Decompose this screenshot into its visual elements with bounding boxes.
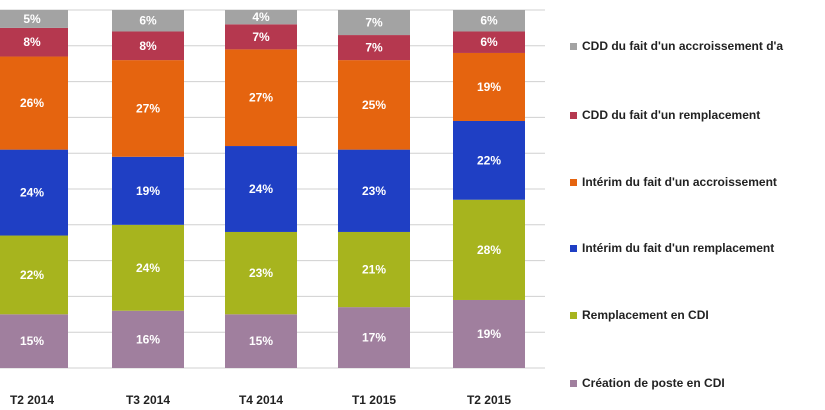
bar-segment (0, 10, 68, 28)
legend: CDD du fait d'un accroissement d'a CDD du… (570, 39, 783, 390)
bar-segment (225, 49, 297, 147)
data-label: 6% (480, 35, 498, 49)
data-label: 23% (249, 266, 273, 280)
data-label: 24% (20, 186, 44, 200)
x-tick-label: T3 2014 (126, 393, 170, 407)
data-label: 6% (480, 14, 498, 28)
bar-segment (225, 314, 297, 368)
bar-segment (453, 299, 525, 368)
legend-label: CDD du fait d'un accroissement d'a (582, 39, 783, 53)
data-label: 24% (249, 182, 273, 196)
bar-segment (453, 31, 525, 53)
data-label: 22% (477, 153, 501, 167)
bars (0, 10, 525, 368)
bar-segment (338, 149, 410, 232)
legend-swatch (570, 312, 577, 319)
data-label: 15% (20, 334, 44, 348)
x-axis-tick-labels: T2 2014 T3 2014 T4 2014 T1 2015 T2 2015 (10, 393, 511, 407)
data-label: 27% (136, 101, 160, 115)
x-tick-label: T2 2014 (10, 393, 54, 407)
legend-swatch (570, 179, 577, 186)
legend-item: Intérim du fait d'un accroissement (570, 175, 777, 189)
data-label: 5% (23, 12, 41, 26)
legend-item: Création de poste en CDI (570, 376, 725, 390)
legend-swatch (570, 380, 577, 387)
legend-swatch (570, 43, 577, 50)
bar-segment (225, 10, 297, 25)
bar-segment (0, 149, 68, 236)
bar-segment (453, 199, 525, 300)
legend-item: Remplacement en CDI (570, 308, 709, 322)
legend-label: Intérim du fait d'un remplacement (582, 241, 774, 255)
data-label: 4% (252, 10, 270, 24)
data-label: 19% (477, 327, 501, 341)
data-label: 16% (136, 332, 160, 346)
bar-segment (0, 56, 68, 150)
legend-label: Intérim du fait d'un accroissement (582, 175, 777, 189)
data-label: 6% (139, 14, 157, 28)
data-labels: 15% 22% 24% 26% 8% 5% 16% 24% 19% 27% 8% 6% 15% 23% 24… (20, 10, 501, 348)
data-label: 8% (23, 35, 41, 49)
data-label: 7% (365, 41, 383, 55)
data-label: 19% (136, 184, 160, 198)
legend-item: Intérim du fait d'un remplacement (570, 241, 774, 255)
legend-label: Remplacement en CDI (582, 308, 709, 322)
bar-segment (453, 10, 525, 32)
data-label: 15% (249, 334, 273, 348)
data-label: 21% (362, 263, 386, 277)
x-tick-label: T1 2015 (352, 393, 396, 407)
legend-item: CDD du fait d'un remplacement (570, 108, 760, 122)
legend-swatch (570, 245, 577, 252)
bar-segment (338, 307, 410, 368)
data-label: 23% (362, 184, 386, 198)
data-label: 7% (365, 16, 383, 30)
data-label: 27% (249, 91, 273, 105)
bar-segment (338, 60, 410, 150)
bar-segment (112, 60, 184, 157)
bar-segment (338, 231, 410, 308)
data-label: 28% (477, 243, 501, 257)
data-label: 19% (477, 80, 501, 94)
bar-segment (112, 310, 184, 368)
data-label: 24% (136, 261, 160, 275)
legend-item: CDD du fait d'un accroissement d'a (570, 39, 783, 53)
legend-label: Création de poste en CDI (582, 376, 725, 390)
bar-segment (112, 31, 184, 61)
data-label: 8% (139, 39, 157, 53)
bar-segment (0, 235, 68, 315)
data-label: 25% (362, 98, 386, 112)
data-label: 7% (252, 30, 270, 44)
x-tick-label: T2 2015 (467, 393, 511, 407)
bar-segment (453, 52, 525, 121)
bar-segment (225, 24, 297, 50)
legend-label: CDD du fait d'un remplacement (582, 108, 760, 122)
bar-segment (338, 35, 410, 61)
bar-segment (338, 10, 410, 36)
bar-segment (225, 231, 297, 315)
bar-segment (112, 10, 184, 32)
bar-segment (112, 156, 184, 225)
data-label: 22% (20, 268, 44, 282)
bar-segment (0, 27, 68, 57)
x-tick-label: T4 2014 (239, 393, 283, 407)
legend-swatch (570, 112, 577, 119)
bar-segment (453, 120, 525, 200)
data-label: 17% (362, 331, 386, 345)
bar-segment (0, 314, 68, 368)
data-label: 26% (20, 96, 44, 110)
bar-segment (112, 224, 184, 311)
bar-segment (225, 146, 297, 232)
